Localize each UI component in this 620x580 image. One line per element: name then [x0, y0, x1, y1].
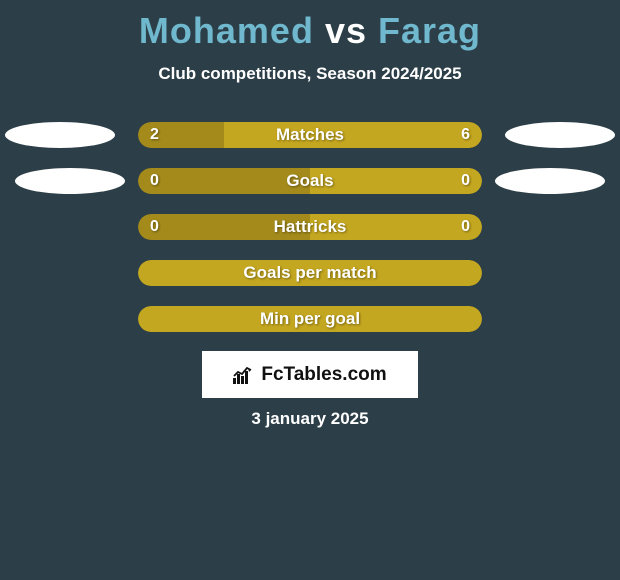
stat-row: Goals per match [0, 260, 620, 286]
stat-row: Min per goal [0, 306, 620, 332]
stat-label: Matches [138, 122, 482, 148]
stat-row: 00Goals [0, 168, 620, 194]
stat-row: 00Hattricks [0, 214, 620, 240]
stat-label: Min per goal [138, 306, 482, 332]
player2-name: Farag [378, 10, 481, 51]
chart-icon [233, 366, 255, 384]
stat-row: 26Matches [0, 122, 620, 148]
stat-label: Hattricks [138, 214, 482, 240]
player2-marker [505, 122, 615, 148]
subtitle: Club competitions, Season 2024/2025 [0, 64, 620, 84]
player1-marker [5, 122, 115, 148]
stat-label: Goals [138, 168, 482, 194]
stat-bar: 00Goals [138, 168, 482, 194]
stats-container: 26Matches 00Goals 00Hattricks Goals per mat… [0, 122, 620, 332]
player2-marker [495, 168, 605, 194]
logo-text: FcTables.com [261, 364, 386, 386]
stat-bar: Min per goal [138, 306, 482, 332]
stat-bar: Goals per match [138, 260, 482, 286]
player1-name: Mohamed [139, 10, 314, 51]
vs-text: vs [325, 10, 367, 51]
stat-bar: 00Hattricks [138, 214, 482, 240]
stat-bar: 26Matches [138, 122, 482, 148]
logo-box: FcTables.com [202, 351, 418, 398]
stat-label: Goals per match [138, 260, 482, 286]
date-text: 3 january 2025 [0, 409, 620, 429]
player1-marker [15, 168, 125, 194]
page-title: Mohamed vs Farag [0, 0, 620, 52]
